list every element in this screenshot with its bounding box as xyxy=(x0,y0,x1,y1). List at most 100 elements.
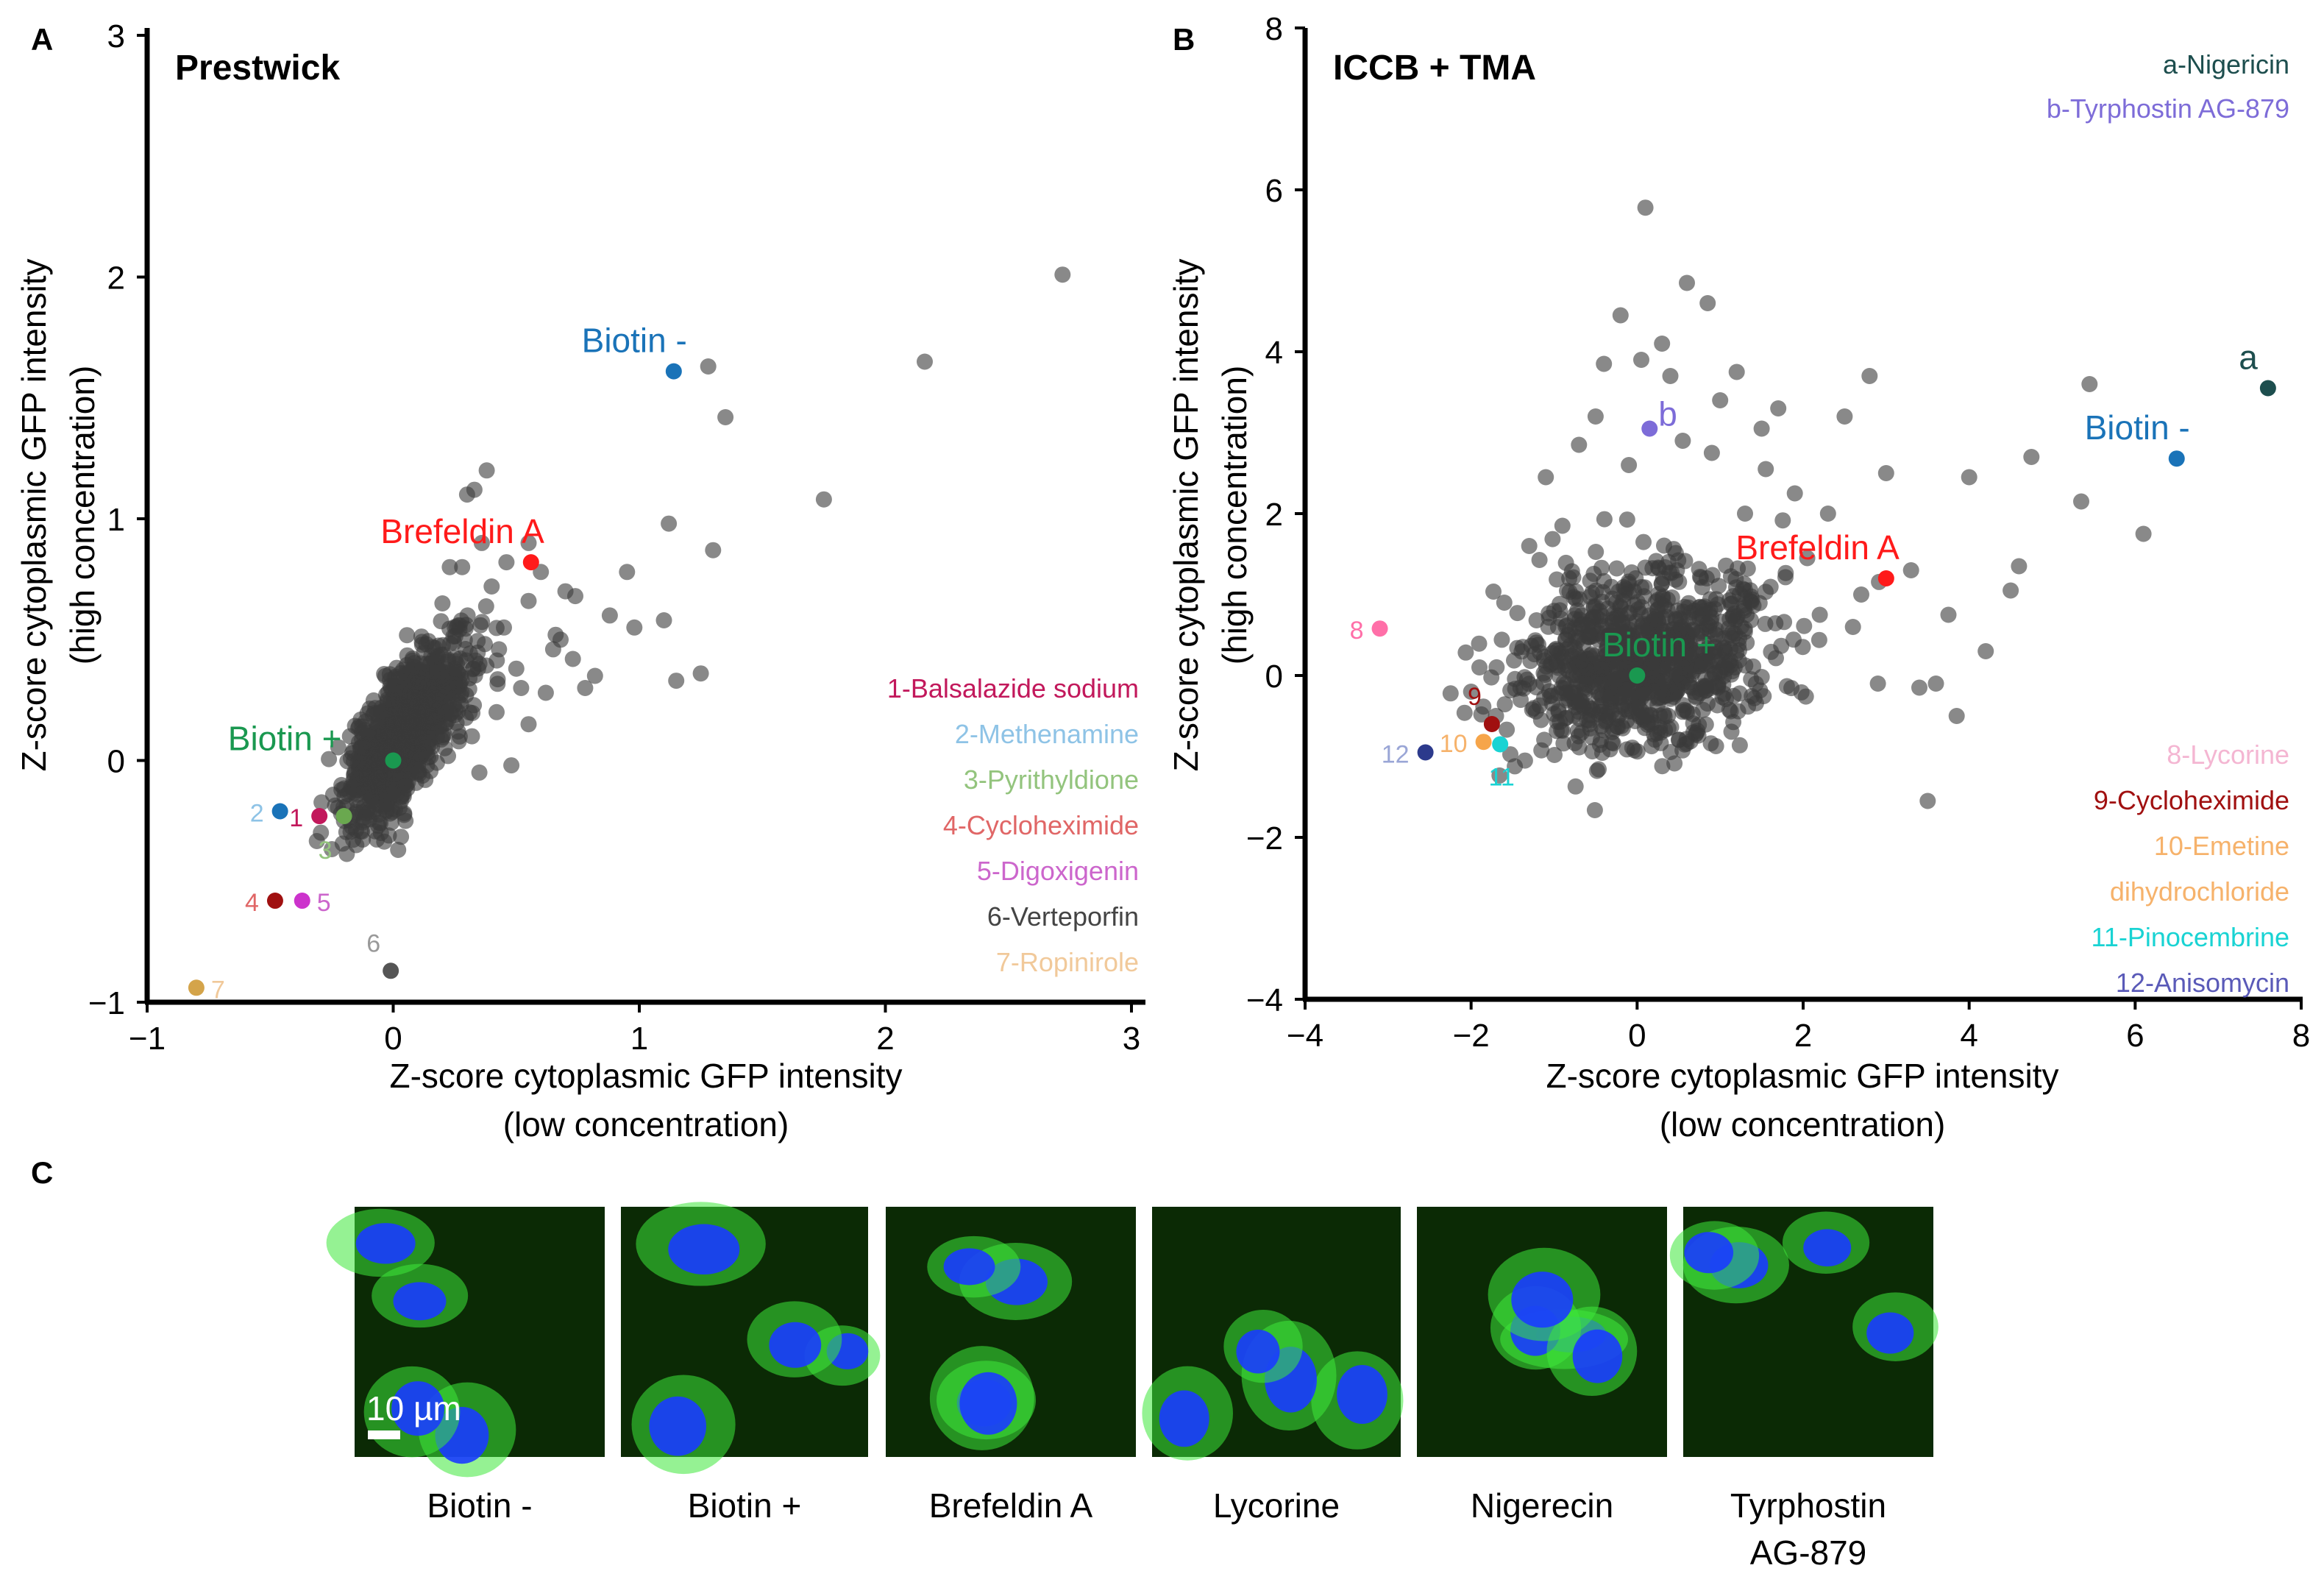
data-point xyxy=(567,588,583,605)
data-point xyxy=(1773,637,1790,654)
data-point xyxy=(1530,637,1546,653)
highlight-label: 8 xyxy=(1350,617,1364,645)
data-point xyxy=(461,670,478,687)
data-point xyxy=(1593,618,1610,635)
data-point xyxy=(1656,640,1672,656)
y-tick-label: −4 xyxy=(1246,982,1283,1018)
highlight-point xyxy=(266,893,283,909)
data-point xyxy=(1621,457,1638,473)
data-point xyxy=(537,684,554,701)
data-point xyxy=(1861,368,1878,384)
data-point xyxy=(1712,392,1729,408)
data-point xyxy=(1665,689,1682,705)
data-point xyxy=(349,786,366,803)
data-point xyxy=(1940,606,1957,623)
data-point xyxy=(1698,682,1715,698)
panel-a-point-cloud xyxy=(308,266,1071,862)
data-point xyxy=(1587,408,1604,425)
data-point xyxy=(1561,570,1578,586)
data-point xyxy=(1703,444,1720,461)
data-point xyxy=(1778,678,1795,695)
data-point xyxy=(2011,558,2028,575)
x-tick-label: −2 xyxy=(1453,1018,1490,1054)
data-point xyxy=(1552,714,1568,731)
data-point xyxy=(321,751,338,767)
data-point xyxy=(552,631,569,648)
data-point xyxy=(388,786,405,803)
data-point xyxy=(330,739,347,756)
data-point xyxy=(436,726,452,743)
y-tick-label: 0 xyxy=(1265,659,1283,695)
data-point xyxy=(1621,648,1638,665)
panel-a-y-axis-subtitle: (high concentration) xyxy=(63,366,102,665)
highlight-point xyxy=(1417,744,1434,761)
nucleus xyxy=(1684,1232,1734,1274)
data-point xyxy=(1612,307,1629,324)
panel-a-letter: A xyxy=(31,22,53,57)
data-point xyxy=(424,639,441,656)
data-point xyxy=(1536,689,1552,706)
highlight-point xyxy=(294,893,310,909)
data-point xyxy=(1786,485,1803,502)
highlight-point xyxy=(1492,736,1509,753)
nucleus xyxy=(769,1322,822,1368)
highlight-point xyxy=(335,808,352,825)
nucleus xyxy=(959,1372,1017,1435)
data-point xyxy=(1544,531,1561,547)
data-point xyxy=(1643,716,1660,733)
y-tick-label: −2 xyxy=(1246,820,1283,857)
highlight-label: 12 xyxy=(1382,741,1410,769)
data-point xyxy=(1605,735,1621,752)
data-point xyxy=(1592,661,1609,678)
data-point xyxy=(717,409,734,425)
highlight-point xyxy=(1371,620,1388,637)
data-point xyxy=(1533,742,1550,759)
highlight-point xyxy=(522,554,539,571)
data-point xyxy=(1911,679,1927,696)
data-point xyxy=(363,734,380,751)
highlight-label: 5 xyxy=(317,889,331,917)
data-point xyxy=(408,759,424,776)
data-point xyxy=(1605,684,1621,701)
data-point xyxy=(1657,559,1674,575)
data-point xyxy=(393,829,410,845)
data-point xyxy=(1471,635,1488,652)
data-point xyxy=(1569,723,1586,740)
data-point xyxy=(1538,658,1554,675)
x-tick-label: 3 xyxy=(1123,1021,1140,1057)
data-point xyxy=(1727,611,1744,628)
data-point xyxy=(1696,651,1713,668)
data-point xyxy=(1456,704,1473,721)
data-point xyxy=(1552,595,1568,612)
highlight-label: 7 xyxy=(211,976,225,1004)
data-point xyxy=(390,842,407,858)
highlight-point xyxy=(1483,716,1500,732)
data-point xyxy=(1618,511,1635,528)
data-point xyxy=(1770,400,1787,416)
data-point xyxy=(1679,274,1695,291)
panel-b-title: ICCB + TMA xyxy=(1333,49,1536,88)
data-point xyxy=(471,656,488,673)
data-point xyxy=(1596,355,1613,372)
highlight-point xyxy=(665,363,682,380)
data-point xyxy=(397,812,414,829)
highlight-point xyxy=(311,808,328,825)
data-point xyxy=(1463,684,1479,700)
data-point xyxy=(1531,552,1548,568)
data-point xyxy=(1637,199,1654,216)
data-point xyxy=(1557,554,1574,571)
data-point xyxy=(1671,573,1688,590)
x-tick-label: 2 xyxy=(876,1021,894,1057)
nucleus xyxy=(943,1248,995,1286)
panel-b-scatter: B ICCB + TMA a b Biotin - Brefeldin A Biotin… xyxy=(1167,11,2310,1143)
data-point xyxy=(1643,676,1660,692)
data-point xyxy=(466,481,483,498)
data-point xyxy=(1620,605,1637,622)
highlight-label: 6 xyxy=(366,929,380,957)
y-tick-label: 0 xyxy=(107,744,125,780)
data-point xyxy=(520,716,537,733)
data-point xyxy=(1557,618,1574,635)
highlight-label: Brefeldin A xyxy=(380,512,544,550)
data-point xyxy=(1584,743,1601,760)
